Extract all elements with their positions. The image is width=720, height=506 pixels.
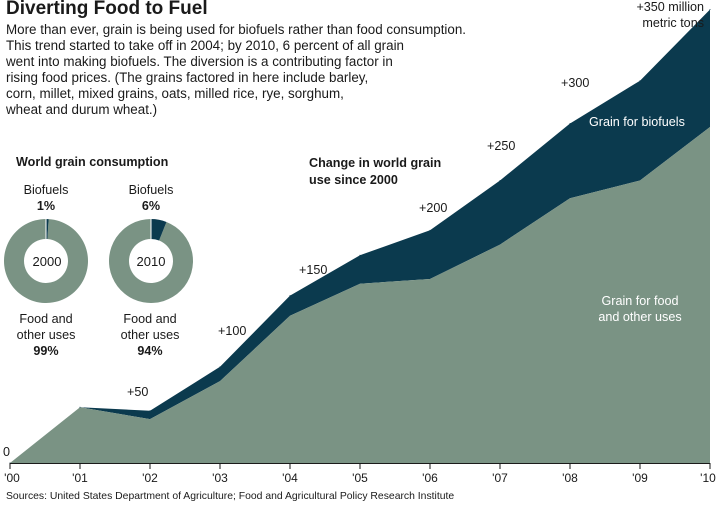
y-annotation-150: +150 <box>299 263 328 277</box>
y-annotation-0: 0 <box>3 445 11 459</box>
donut-2010-food-slice <box>109 219 194 304</box>
point-total-'08 <box>569 122 571 124</box>
series-label-food: Grain for food and other uses <box>580 293 700 325</box>
chart-title-line2: use since 2000 <box>309 173 398 187</box>
y-annotation-100: +100 <box>218 324 247 338</box>
chart-title: Change in world grain use since 2000 <box>309 155 441 189</box>
donut-layer <box>4 219 194 304</box>
bio-pct: 6% <box>141 199 161 213</box>
x-tick-label: '09 <box>632 471 648 485</box>
donut-2000-bio-label: Biofuels 1% <box>16 182 76 214</box>
intro-line: corn, millet, mixed grains, oats, milled… <box>6 86 344 101</box>
bio-label: Biofuels <box>128 183 174 197</box>
y-annotation-300: +300 <box>561 76 590 90</box>
point-total-'10 <box>709 8 711 10</box>
point-total-'01 <box>79 406 81 408</box>
top-annotation-line1: +350 million <box>636 0 704 14</box>
area-food-other-uses <box>10 127 710 463</box>
donut-2010-biofuels-slice <box>151 219 167 241</box>
point-total-'05 <box>359 254 361 256</box>
x-tick-label: '05 <box>352 471 368 485</box>
food-label-line1: Food and <box>123 312 177 326</box>
intro-line: went into making biofuels. The diversion… <box>6 54 393 69</box>
area-layer <box>9 8 711 464</box>
x-tick-label: '03 <box>212 471 228 485</box>
x-tick-label: '00 <box>4 471 20 485</box>
bio-pct: 1% <box>36 199 56 213</box>
intro-text: More than ever, grain is being used for … <box>6 22 526 118</box>
food-pct: 94% <box>137 344 163 358</box>
point-total-'07 <box>499 179 501 181</box>
x-tick-label: '04 <box>282 471 298 485</box>
food-pct: 99% <box>33 344 59 358</box>
y-annotation-50: +50 <box>127 385 149 399</box>
page-title: Diverting Food to Fuel <box>6 0 208 19</box>
chart-title-line1: Change in world grain <box>309 156 442 170</box>
top-annotation-line2: metric tons <box>642 16 704 30</box>
donut-2010-bio-label: Biofuels 6% <box>121 182 181 214</box>
donut-2000-food-label: Food and other uses 99% <box>6 311 86 359</box>
x-tick-label: '02 <box>142 471 158 485</box>
intro-line: wheat and durum wheat.) <box>6 102 158 117</box>
x-tick-label: '01 <box>72 471 88 485</box>
donut-heading: World grain consumption <box>16 155 169 169</box>
donut-2010-food-label: Food and other uses 94% <box>110 311 190 359</box>
x-tick-label: '10 <box>700 471 716 485</box>
point-total-'04 <box>289 295 291 297</box>
source-note: Sources: United States Department of Agr… <box>6 491 455 502</box>
x-axis <box>9 463 711 469</box>
intro-line: More than ever, grain is being used for … <box>6 22 467 37</box>
x-tick-label: '06 <box>422 471 438 485</box>
bio-label: Biofuels <box>23 183 69 197</box>
point-total-'03 <box>219 366 221 368</box>
intro-line: rising food prices. (The grains factored… <box>6 70 369 85</box>
donut-2000-year: 2000 <box>32 254 62 269</box>
donut-2010-year: 2010 <box>136 254 166 269</box>
donut-2000-food-slice <box>4 219 89 303</box>
series-label-food-line1: Grain for food <box>601 294 679 308</box>
point-total-'02 <box>149 410 151 412</box>
series-label-food-line2: and other uses <box>598 310 682 324</box>
food-label-line2: other uses <box>120 328 180 342</box>
food-label-line1: Food and <box>19 312 73 326</box>
x-tick-label: '07 <box>492 471 508 485</box>
intro-line: This trend started to take off in 2004; … <box>6 38 404 53</box>
series-label-biofuels: Grain for biofuels <box>589 115 685 129</box>
point-total-'06 <box>429 229 431 231</box>
food-label-line2: other uses <box>16 328 76 342</box>
y-annotation-250: +250 <box>487 139 516 153</box>
y-annotation-200: +200 <box>419 201 448 215</box>
point-total-'09 <box>639 80 641 82</box>
y-annotation-350: +350 million metric tons <box>584 0 704 31</box>
donut-2000-biofuels-slice <box>46 219 49 240</box>
x-tick-label: '08 <box>562 471 578 485</box>
